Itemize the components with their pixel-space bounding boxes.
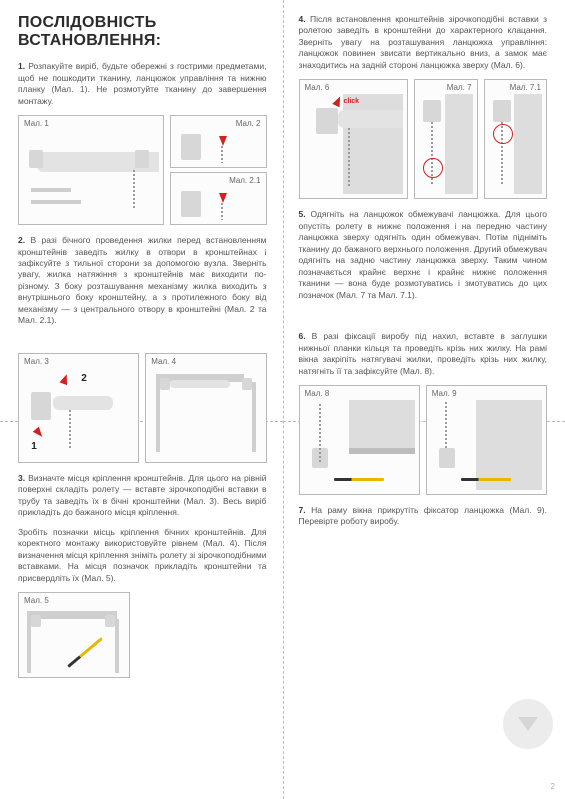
figure-9: Мал. 9 bbox=[426, 385, 547, 495]
step-3-text-b: Зробіть позначки місць кріплення бічних … bbox=[18, 527, 267, 584]
step-2-num: 2. bbox=[18, 235, 25, 245]
step-5-body: Одягніть на ланцюжок обмежувачі ланцюжка… bbox=[299, 209, 548, 299]
step-2-body: В разі бічного проведення жилки перед вс… bbox=[18, 235, 267, 325]
step-1-num: 1. bbox=[18, 61, 25, 71]
click-label: click bbox=[344, 98, 360, 105]
page-number: 2 bbox=[551, 782, 555, 791]
figure-2-label: Мал. 2 bbox=[236, 119, 261, 128]
figure-5: Мал. 5 bbox=[18, 592, 130, 678]
step-4-num: 4. bbox=[299, 14, 306, 24]
figure-7-label: Мал. 7 bbox=[447, 83, 472, 92]
step-1-body: Розпакуйте виріб, будьте обережні з гост… bbox=[18, 61, 267, 105]
figure-1-label: Мал. 1 bbox=[24, 119, 49, 128]
figure-8: Мал. 8 bbox=[299, 385, 420, 495]
step-1-text: 1. Розпакуйте виріб, будьте обережні з г… bbox=[18, 61, 267, 107]
step-7-num: 7. bbox=[299, 505, 306, 515]
step-6-text: 6. В разі фіксації виробу під нахил, вст… bbox=[299, 331, 548, 377]
step-5-num: 5. bbox=[299, 209, 306, 219]
figure-6-label: Мал. 6 bbox=[305, 83, 330, 92]
step-4-text: 4. Після встановлення кронштейнів зірочк… bbox=[299, 14, 548, 71]
right-column: 4. Після встановлення кронштейнів зірочк… bbox=[283, 0, 565, 799]
step-3-num: 3. bbox=[18, 473, 25, 483]
step-7-text: 7. На раму вікна прикрутіть фіксатор лан… bbox=[299, 505, 548, 528]
step-3-text: 3. Визначте місця кріплення кронштейнів.… bbox=[18, 473, 267, 519]
step-6-num: 6. bbox=[299, 331, 306, 341]
figure-5-label: Мал. 5 bbox=[24, 596, 49, 605]
figure-2-1-label: Мал. 2.1 bbox=[229, 176, 260, 185]
step-7-body: На раму вікна прикрутіть фіксатор ланцюж… bbox=[299, 505, 547, 526]
figure-8-label: Мал. 8 bbox=[305, 389, 330, 398]
step-6-body: В разі фіксації виробу під нахил, вставт… bbox=[299, 331, 548, 375]
figure-2: Мал. 2 bbox=[170, 115, 266, 168]
figure-4: Мал. 4 bbox=[145, 353, 266, 463]
figure-9-label: Мал. 9 bbox=[432, 389, 457, 398]
page-title: ПОСЛІДОВНІСТЬ ВСТАНОВЛЕННЯ: bbox=[18, 14, 267, 49]
step-4-body: Після встановлення кронштейнів зірочкопо… bbox=[299, 14, 548, 70]
figure-2-1: Мал. 2.1 bbox=[170, 172, 266, 225]
step-2-text: 2. В разі бічного проведення жилки перед… bbox=[18, 235, 267, 327]
figure-1: Мал. 1 bbox=[18, 115, 164, 225]
arrow-num-2: 2 bbox=[77, 372, 91, 386]
left-column: ПОСЛІДОВНІСТЬ ВСТАНОВЛЕННЯ: 1. Розпакуйт… bbox=[0, 0, 283, 799]
figure-4-label: Мал. 4 bbox=[151, 357, 176, 366]
figure-3: Мал. 3 2 1 bbox=[18, 353, 139, 463]
page: ПОСЛІДОВНІСТЬ ВСТАНОВЛЕННЯ: 1. Розпакуйт… bbox=[0, 0, 565, 799]
figure-7: Мал. 7 bbox=[414, 79, 477, 199]
step-3-body-a: Визначте місця кріплення кронштейнів. Дл… bbox=[18, 473, 267, 517]
figure-6: Мал. 6 click bbox=[299, 79, 409, 199]
step-5-text: 5. Одягніть на ланцюжок обмежувачі ланцю… bbox=[299, 209, 548, 301]
figure-7-1-label: Мал. 7.1 bbox=[510, 83, 541, 92]
watermark-icon bbox=[503, 699, 553, 749]
figure-7-1: Мал. 7.1 bbox=[484, 79, 547, 199]
figure-3-label: Мал. 3 bbox=[24, 357, 49, 366]
arrow-num-1: 1 bbox=[27, 440, 41, 454]
